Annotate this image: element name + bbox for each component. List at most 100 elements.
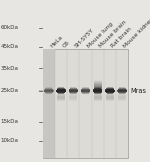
Bar — [69, 90, 78, 91]
Bar — [70, 87, 76, 88]
Bar — [69, 90, 78, 91]
Bar — [82, 88, 89, 89]
Bar — [93, 89, 102, 90]
Bar — [119, 87, 125, 88]
Bar — [70, 87, 76, 88]
Bar — [117, 90, 127, 91]
Bar — [57, 88, 65, 89]
Bar — [81, 91, 90, 92]
Bar — [57, 89, 66, 90]
Bar — [107, 87, 113, 88]
Bar — [82, 92, 89, 93]
Bar — [69, 89, 77, 90]
Bar — [105, 91, 115, 92]
Bar — [94, 96, 102, 97]
Bar — [94, 92, 101, 93]
Text: Mouse lung: Mouse lung — [86, 21, 114, 49]
Bar — [106, 95, 114, 96]
Bar — [94, 89, 102, 90]
Bar — [57, 98, 65, 99]
Bar — [45, 92, 53, 93]
Bar — [70, 92, 77, 93]
Bar — [46, 93, 52, 94]
Bar — [94, 92, 102, 93]
Bar — [82, 93, 89, 94]
Bar — [56, 90, 66, 91]
Bar — [57, 92, 65, 93]
Bar — [106, 92, 114, 93]
Bar — [57, 89, 65, 90]
Bar — [70, 88, 77, 89]
Bar — [57, 99, 65, 100]
Bar — [93, 90, 102, 91]
Bar — [57, 92, 65, 93]
Bar — [106, 92, 114, 93]
Bar — [106, 97, 114, 98]
Bar — [118, 92, 126, 93]
Bar — [94, 83, 102, 84]
Bar — [94, 83, 102, 84]
Bar — [118, 91, 127, 92]
Bar — [106, 89, 114, 90]
Bar — [57, 89, 65, 90]
Bar — [105, 89, 114, 90]
Bar — [58, 87, 64, 88]
Bar — [106, 94, 114, 95]
Bar — [94, 85, 102, 86]
Bar — [94, 87, 102, 88]
Bar — [94, 99, 102, 100]
Bar — [107, 87, 113, 88]
Bar — [107, 88, 113, 89]
Bar — [118, 100, 126, 101]
Bar — [106, 98, 114, 99]
Text: 15kDa: 15kDa — [0, 119, 18, 124]
Bar — [107, 93, 113, 94]
FancyBboxPatch shape — [43, 49, 128, 158]
Bar — [57, 98, 65, 99]
Bar — [94, 86, 102, 87]
Bar — [94, 100, 102, 101]
Bar — [94, 88, 101, 89]
Bar — [82, 87, 88, 88]
Bar — [118, 89, 126, 90]
Bar — [69, 100, 77, 101]
Bar — [57, 96, 65, 97]
Bar — [56, 91, 66, 92]
Text: 10kDa: 10kDa — [0, 139, 18, 143]
Bar — [94, 82, 102, 83]
Bar — [105, 90, 115, 91]
Bar — [81, 89, 90, 90]
Bar — [118, 99, 126, 100]
Bar — [82, 94, 88, 95]
Bar — [119, 87, 125, 88]
Bar — [82, 88, 89, 89]
Bar — [69, 91, 78, 92]
Bar — [82, 93, 89, 94]
Bar — [46, 88, 52, 89]
Bar — [69, 92, 77, 93]
Bar — [118, 91, 126, 92]
Bar — [118, 88, 126, 89]
Bar — [58, 94, 64, 95]
Bar — [70, 93, 76, 94]
Bar — [106, 88, 113, 89]
Bar — [106, 100, 114, 101]
Bar — [106, 96, 114, 97]
Bar — [69, 89, 78, 90]
Bar — [81, 91, 90, 92]
Bar — [82, 87, 88, 88]
Bar — [44, 90, 54, 91]
Bar — [95, 87, 101, 88]
Bar — [82, 87, 89, 88]
Bar — [81, 91, 90, 92]
Bar — [106, 97, 114, 98]
Bar — [94, 88, 102, 89]
Bar — [93, 89, 102, 90]
Bar — [70, 92, 77, 93]
Bar — [94, 97, 102, 98]
Bar — [44, 90, 53, 91]
Bar — [82, 88, 89, 89]
Bar — [70, 87, 76, 88]
Bar — [118, 89, 126, 90]
Bar — [46, 87, 52, 88]
